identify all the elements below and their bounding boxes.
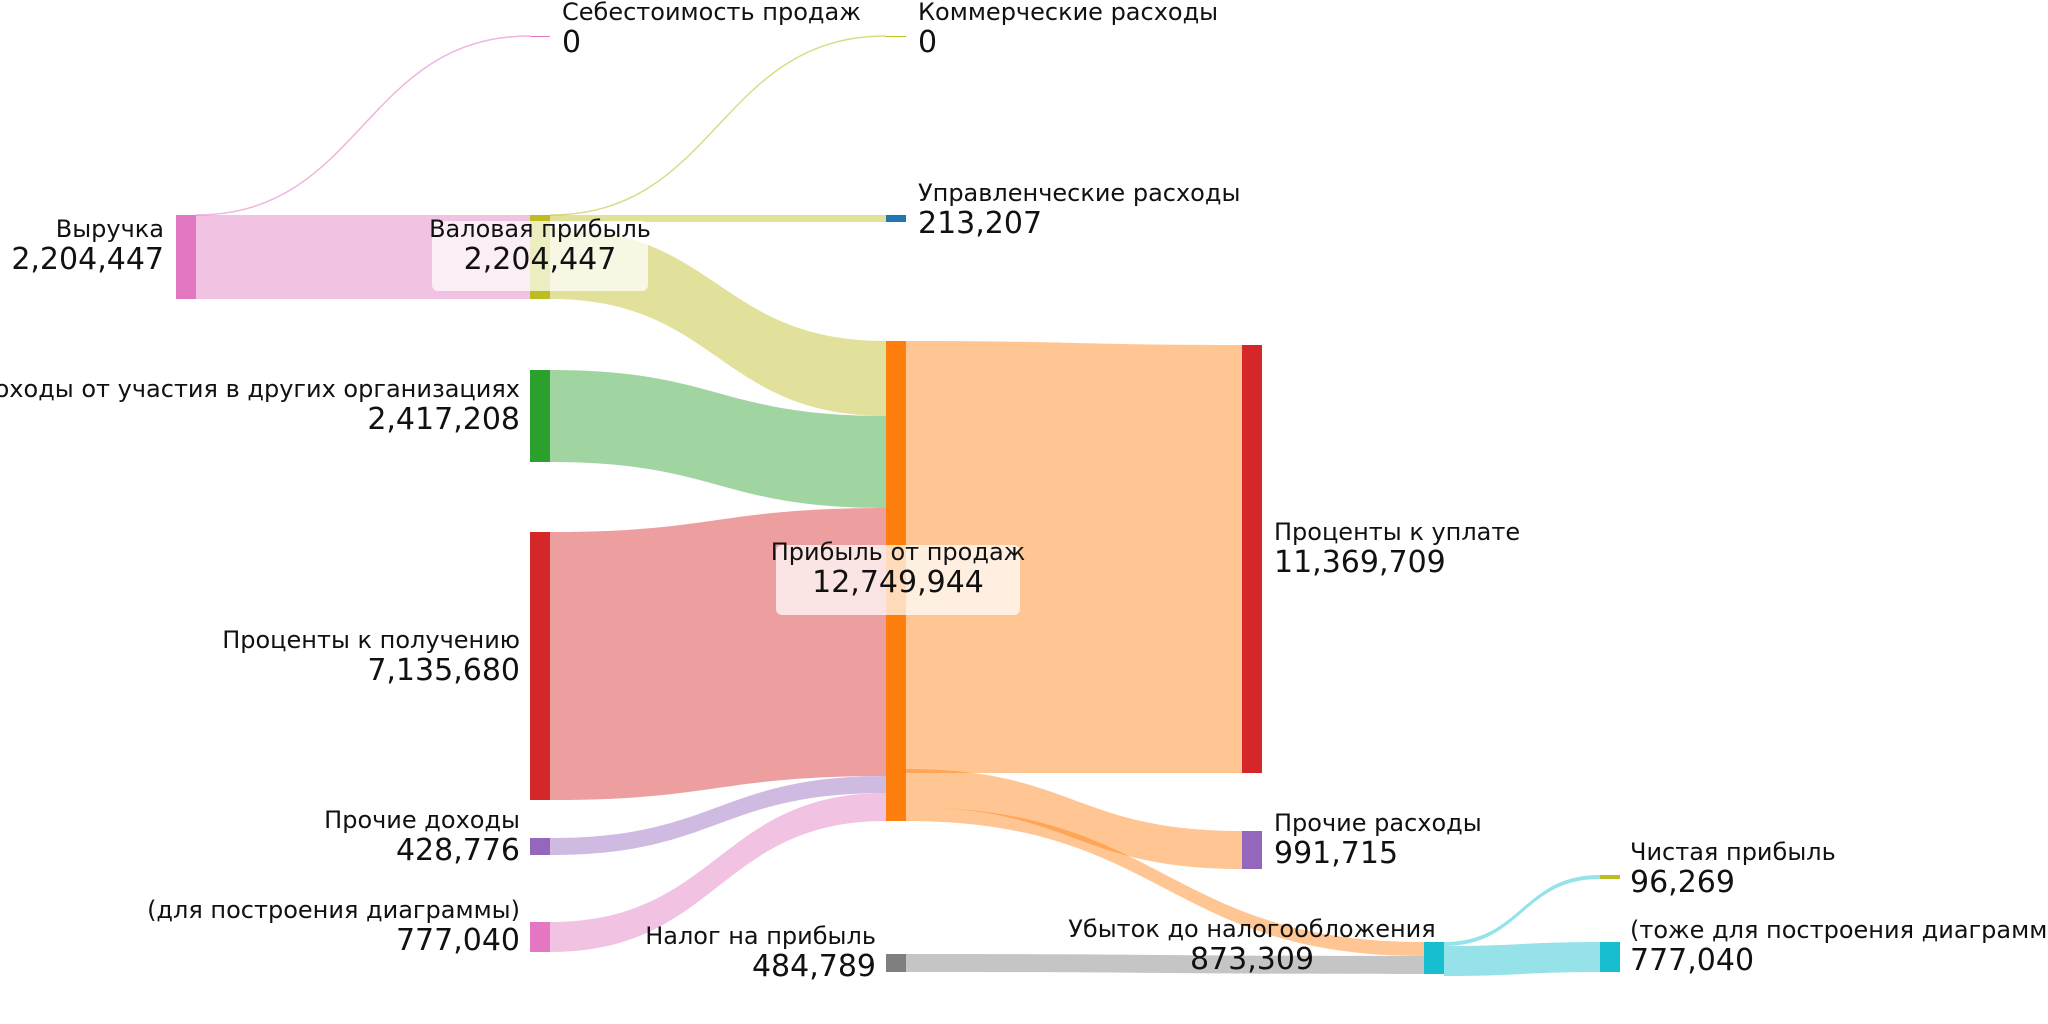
node-pretax_loss <box>1424 942 1444 974</box>
node-plug <box>530 922 550 952</box>
label-background <box>432 221 648 291</box>
node-name: Проценты к уплате <box>1274 518 1520 546</box>
node-name: Убыток до налогообложения <box>1068 915 1435 943</box>
node-value: 428,776 <box>396 833 520 868</box>
node-value: 96,269 <box>1630 865 1735 900</box>
label-background <box>776 545 1020 615</box>
node-cogs <box>530 36 550 37</box>
node-name: Прочие доходы <box>324 806 520 834</box>
node-value: 0 <box>918 25 937 60</box>
node-tax <box>886 954 906 972</box>
link-pretax_loss-to-net_profit <box>1444 875 1600 946</box>
node-name: Валовая прибыль <box>429 215 651 243</box>
node-value: 2,204,447 <box>464 242 617 277</box>
node-revenue <box>176 215 196 299</box>
node-value: 11,369,709 <box>1274 545 1446 580</box>
node-commercial <box>886 36 906 37</box>
links-layer <box>195 35 1600 976</box>
node-label-plug2: (тоже для построения диаграммы)777,040 <box>1630 916 2048 978</box>
node-value: 777,040 <box>1630 943 1754 978</box>
link-gross-to-commercial <box>549 35 887 216</box>
node-name: Выручка <box>56 215 164 243</box>
node-participation <box>530 370 550 462</box>
link-revenue-to-cogs <box>195 35 531 216</box>
node-name: Коммерческие расходы <box>918 0 1218 26</box>
node-admin <box>886 215 906 222</box>
node-name: (для построения диаграммы) <box>147 896 520 924</box>
node-value: 7,135,680 <box>367 653 520 688</box>
node-other_inc <box>530 838 550 855</box>
node-name: Чистая прибыль <box>1630 838 1836 866</box>
link-tax-to-pretax_loss <box>906 954 1424 974</box>
node-value: 777,040 <box>396 923 520 958</box>
node-name: Прочие расходы <box>1274 809 1482 837</box>
node-name: Себестоимость продаж <box>562 0 861 26</box>
link-sales_profit-to-other_exp <box>906 769 1242 869</box>
link-gross-to-admin <box>550 215 886 222</box>
node-value: 12,749,944 <box>812 565 984 600</box>
node-value: 2,204,447 <box>11 242 164 277</box>
node-value: 484,789 <box>752 949 876 984</box>
link-other_inc-to-sales_profit <box>550 776 886 855</box>
node-name: Налог на прибыль <box>645 922 876 950</box>
node-name: Проценты к получению <box>222 626 520 654</box>
node-value: 991,715 <box>1274 836 1398 871</box>
node-value: 213,207 <box>918 206 1042 241</box>
node-name: Управленческие расходы <box>918 179 1240 207</box>
node-name: Прибыль от продаж <box>771 538 1026 566</box>
node-value: 2,417,208 <box>367 402 520 437</box>
node-net_profit <box>1600 875 1620 879</box>
node-other_exp <box>1242 831 1262 869</box>
node-label-participation: Доходы от участия в других организациях2… <box>0 375 520 437</box>
node-value: 0 <box>562 25 581 60</box>
node-name: (тоже для построения диаграммы) <box>1630 916 2048 944</box>
node-int_recv <box>530 532 550 800</box>
link-plug-to-sales_profit <box>550 793 886 952</box>
node-plug2 <box>1600 942 1620 972</box>
link-sales_profit-to-pretax_loss <box>906 807 1424 956</box>
node-int_paid <box>1242 345 1262 773</box>
node-value: 873,309 <box>1190 942 1314 977</box>
link-sales_profit-to-int_paid <box>906 341 1242 773</box>
link-participation-to-sales_profit <box>550 370 886 508</box>
node-label-plug: (для построения диаграммы)777,040 <box>147 896 520 958</box>
node-name: Доходы от участия в других организациях <box>0 375 520 403</box>
link-pretax_loss-to-plug2 <box>1444 942 1600 976</box>
